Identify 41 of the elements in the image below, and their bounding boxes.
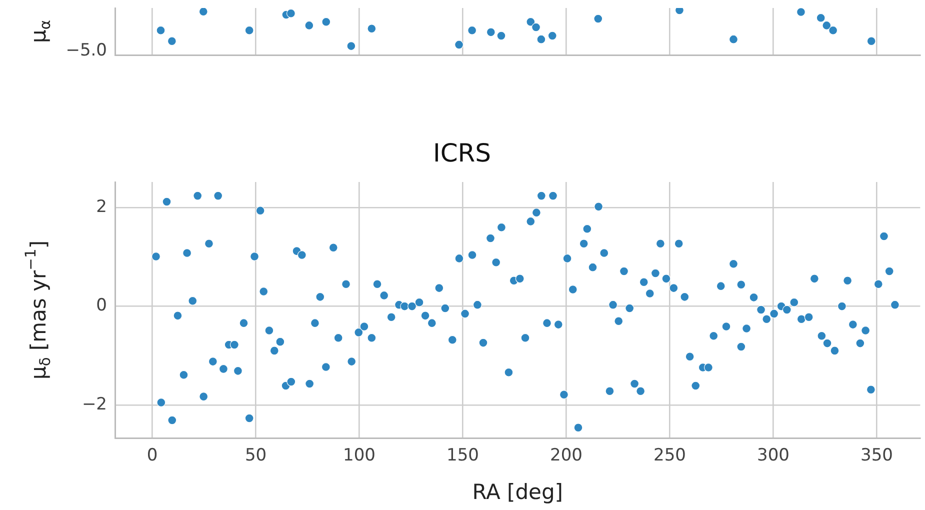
y-tick-label: −2 <box>82 394 107 414</box>
point <box>536 34 546 44</box>
point <box>866 36 876 46</box>
point <box>454 40 464 50</box>
y-tick-label: 0 <box>96 296 107 316</box>
point <box>816 13 826 22</box>
point <box>322 17 331 26</box>
x-tick-label: 100 <box>343 446 376 466</box>
chart-title: ICRS <box>432 138 492 168</box>
point <box>496 31 506 40</box>
y-axis-title: μα <box>26 20 54 44</box>
point <box>828 26 838 35</box>
point <box>156 26 166 35</box>
point <box>548 31 557 40</box>
x-tick-label: 250 <box>654 446 686 466</box>
point <box>822 20 832 30</box>
x-tick-label: 200 <box>550 446 582 466</box>
x-tick-label: 50 <box>244 446 267 466</box>
point <box>346 42 356 51</box>
point <box>198 8 208 16</box>
point <box>167 36 176 46</box>
point <box>526 17 536 26</box>
point <box>796 8 806 17</box>
point <box>674 8 684 15</box>
point <box>532 22 541 32</box>
text: −5.0 <box>66 40 107 60</box>
y-axis-title: μδ [mas yr−1] <box>22 240 54 380</box>
x-tick-label: 150 <box>446 446 479 466</box>
x-axis-title: RA [deg] <box>472 480 563 504</box>
point <box>468 26 477 35</box>
point <box>728 34 738 44</box>
point <box>244 26 254 35</box>
point <box>367 24 376 34</box>
x-tick-label: 300 <box>757 446 790 466</box>
x-tick-label: 350 <box>860 446 893 466</box>
x-tick-label: 0 <box>146 446 158 466</box>
point <box>594 14 603 24</box>
y-tick-label: 2 <box>96 197 107 218</box>
point <box>486 28 496 37</box>
point <box>304 20 314 30</box>
point <box>286 8 296 18</box>
